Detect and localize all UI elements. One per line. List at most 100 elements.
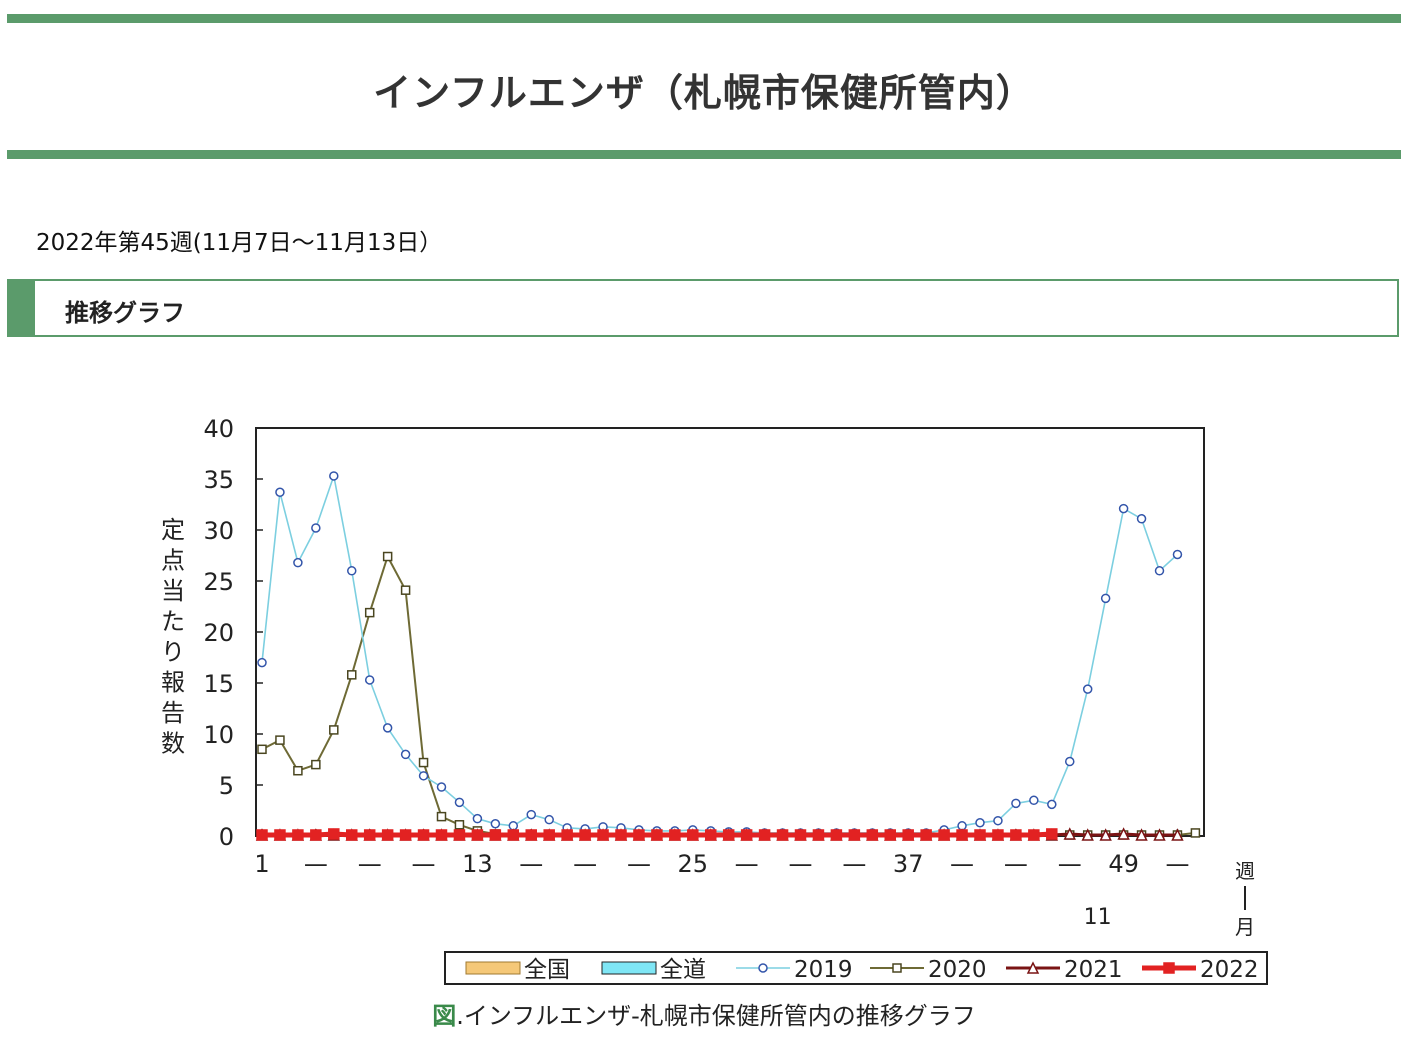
point-2019 bbox=[1011, 798, 1021, 809]
point-2019 bbox=[1100, 593, 1111, 604]
point-2022 bbox=[705, 829, 717, 841]
y-axis-label-char: 定 bbox=[161, 516, 185, 544]
section-accent-bar bbox=[9, 281, 35, 335]
y-tick-label: 40 bbox=[203, 415, 234, 443]
point-2022 bbox=[507, 829, 520, 841]
y-axis-label-char: り bbox=[161, 638, 185, 666]
point-2019 bbox=[1029, 795, 1039, 806]
page-title: インフルエンザ（札幌市保健所管内） bbox=[373, 71, 1035, 115]
x-tick-label: — bbox=[1004, 850, 1028, 878]
point-2022 bbox=[812, 829, 825, 841]
point-2022 bbox=[740, 829, 753, 841]
point-2022 bbox=[687, 829, 699, 841]
legend-label: 2020 bbox=[928, 957, 987, 983]
point-2020 bbox=[293, 765, 303, 776]
point-2020 bbox=[329, 725, 339, 735]
y-axis-label-char: 当 bbox=[161, 577, 185, 605]
point-2022 bbox=[938, 829, 950, 841]
point-2022 bbox=[615, 829, 627, 841]
legend-marker-2020 bbox=[892, 963, 902, 973]
y-tick-label: 10 bbox=[203, 721, 234, 749]
point-2022 bbox=[848, 829, 861, 841]
point-2020 bbox=[364, 607, 375, 618]
point-2020 bbox=[347, 670, 357, 680]
point-2019 bbox=[975, 817, 985, 828]
point-2022 bbox=[1028, 829, 1040, 841]
legend-swatch-hokkaido bbox=[601, 961, 657, 975]
x-tick-label: 13 bbox=[462, 850, 493, 878]
y-tick-label: 15 bbox=[203, 670, 234, 698]
point-2019 bbox=[311, 523, 321, 533]
point-2022 bbox=[992, 829, 1004, 841]
point-2022 bbox=[776, 829, 789, 841]
point-2019 bbox=[347, 566, 357, 576]
point-2022 bbox=[328, 828, 340, 840]
point-2019 bbox=[1172, 549, 1183, 560]
x-tick-label: — bbox=[789, 850, 813, 878]
point-2022 bbox=[722, 829, 735, 841]
point-2020 bbox=[418, 757, 429, 768]
point-2020 bbox=[382, 551, 393, 562]
point-2019 bbox=[329, 471, 339, 481]
point-2019 bbox=[400, 749, 411, 760]
point-2022 bbox=[579, 829, 591, 841]
point-2022 bbox=[435, 829, 448, 841]
y-axis-label-char: 数 bbox=[161, 730, 185, 758]
point-2022 bbox=[758, 829, 771, 841]
point-2019 bbox=[382, 723, 393, 733]
chart-series bbox=[255, 471, 1201, 841]
y-tick-label: 0 bbox=[219, 823, 234, 851]
point-2022 bbox=[956, 829, 968, 841]
point-2019 bbox=[1154, 566, 1165, 576]
point-2021 bbox=[1099, 828, 1112, 841]
point-2022 bbox=[884, 829, 896, 841]
point-2019 bbox=[275, 487, 285, 498]
point-2022 bbox=[669, 829, 681, 841]
point-2022 bbox=[1046, 828, 1058, 840]
point-2022 bbox=[274, 829, 286, 841]
legend-label: 全道 bbox=[660, 957, 706, 983]
y-axis-label-char: 報 bbox=[161, 669, 185, 697]
point-2022 bbox=[399, 829, 412, 841]
y-axis-ticks: 0 5 10 15 20 25 30 35 40 bbox=[203, 415, 263, 851]
y-tick-label: 5 bbox=[219, 772, 234, 800]
point-2019 bbox=[364, 675, 375, 685]
chart-legend: 全国 全道 2019 2020 2021 2022 bbox=[444, 951, 1268, 985]
point-2019 bbox=[526, 809, 536, 820]
x-tick-label: — bbox=[842, 850, 866, 878]
legend-marker-2022 bbox=[1163, 962, 1175, 974]
point-2022 bbox=[830, 829, 843, 841]
point-2020 bbox=[1190, 828, 1201, 838]
legend-swatch-nation bbox=[465, 961, 521, 975]
point-2022 bbox=[525, 829, 537, 841]
x-tick-label: — bbox=[358, 850, 382, 878]
section-header: 推移グラフ bbox=[7, 279, 1399, 337]
top-rule bbox=[7, 14, 1401, 23]
point-2022 bbox=[866, 829, 879, 841]
point-2019 bbox=[472, 813, 483, 824]
point-2022 bbox=[1010, 829, 1022, 841]
plot-frame bbox=[255, 427, 1205, 837]
point-2022 bbox=[489, 829, 502, 841]
title-underline bbox=[7, 150, 1401, 159]
x-tick-label: — bbox=[1165, 850, 1189, 878]
y-axis-label-char: 告 bbox=[161, 699, 185, 727]
legend-marker-2021 bbox=[1026, 961, 1040, 974]
point-2022 bbox=[902, 829, 914, 841]
x-tick-label: — bbox=[573, 850, 597, 878]
point-2022 bbox=[346, 829, 358, 841]
y-tick-label: 25 bbox=[203, 568, 234, 596]
x-tick-label: — bbox=[412, 850, 436, 878]
point-2022 bbox=[633, 829, 645, 841]
point-2022 bbox=[974, 829, 986, 841]
legend-label: 2019 bbox=[794, 957, 853, 983]
x-tick-label: 25 bbox=[678, 850, 709, 878]
point-2022 bbox=[920, 829, 932, 841]
point-2019 bbox=[257, 657, 267, 668]
point-2020 bbox=[311, 759, 321, 770]
point-2019 bbox=[293, 557, 303, 568]
point-2020 bbox=[436, 811, 447, 822]
point-2022 bbox=[561, 829, 573, 841]
